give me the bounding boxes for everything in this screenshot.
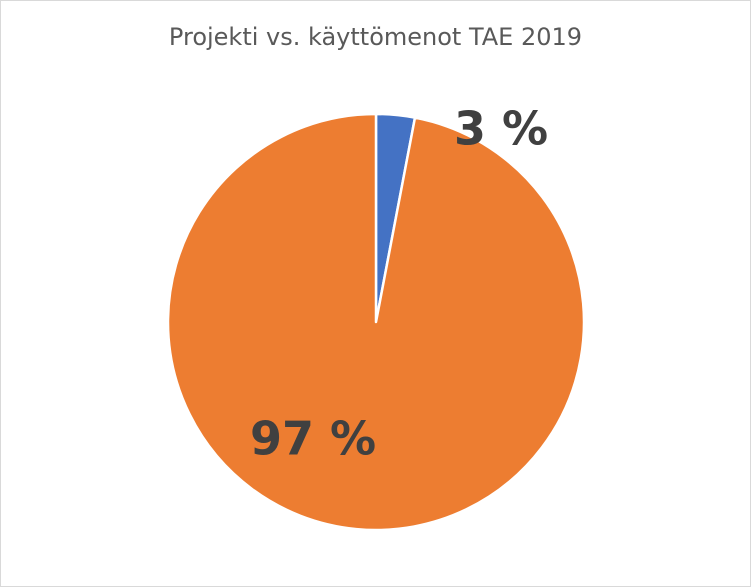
chart-title: Projekti vs. käyttömenot TAE 2019: [168, 23, 583, 51]
data-label-1: 3 %: [454, 102, 548, 156]
pie-slice-2: [166, 112, 586, 532]
data-label-2: 97 %: [250, 412, 376, 466]
